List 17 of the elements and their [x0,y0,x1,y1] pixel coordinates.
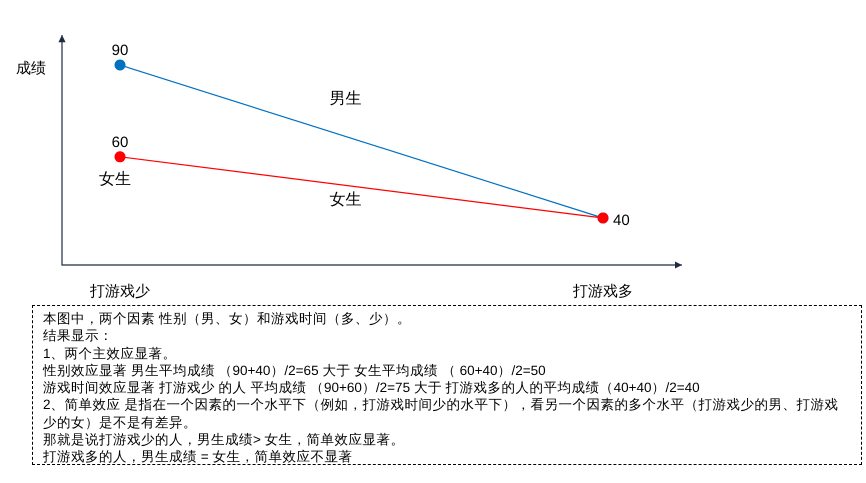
text: 1、两个主效应显著。 [43,344,178,362]
text: 本图中，两个因素 性别（男、女）和游戏时间（多、少）。 [43,310,412,328]
text: 那就是说打游戏少的人，男生成绩> 女生，简单效应显著。 [43,431,406,448]
y-axis-title: 成绩 [16,60,46,77]
data-label: 90 [112,42,128,59]
data-label: 40 [613,212,630,229]
series-label: 男生 [330,90,362,108]
x-tick-label: 打游戏多 [572,283,633,300]
text: 性别效应显著 男生平均成绩 （90+40）/2=65 大于 女生平均成绩 （ 60+40）/2=50 [43,362,547,380]
x-tick-label: 打游戏少 [89,283,150,300]
annotation: 女生 [99,170,131,188]
text: 结果显示： [43,327,114,345]
text: 游戏时间效应显著 打游戏少 的人 平均成绩 （90+60）/2=75 大于 打游戏多的人的平均成绩（40+40）/2=40 [43,379,701,396]
series-label: 女生 [330,190,362,208]
text: 2、简单效应 是指在一个因素的一个水平下（例如，打游戏时间少的水平下），看另一个因素的多个水平（打游戏少的男、打游戏少的女）是不是有差异。 [43,396,840,432]
data-label: 60 [112,134,128,151]
text: 打游戏多的人，男生成绩 = 女生，简单效应不显著 [43,448,354,466]
